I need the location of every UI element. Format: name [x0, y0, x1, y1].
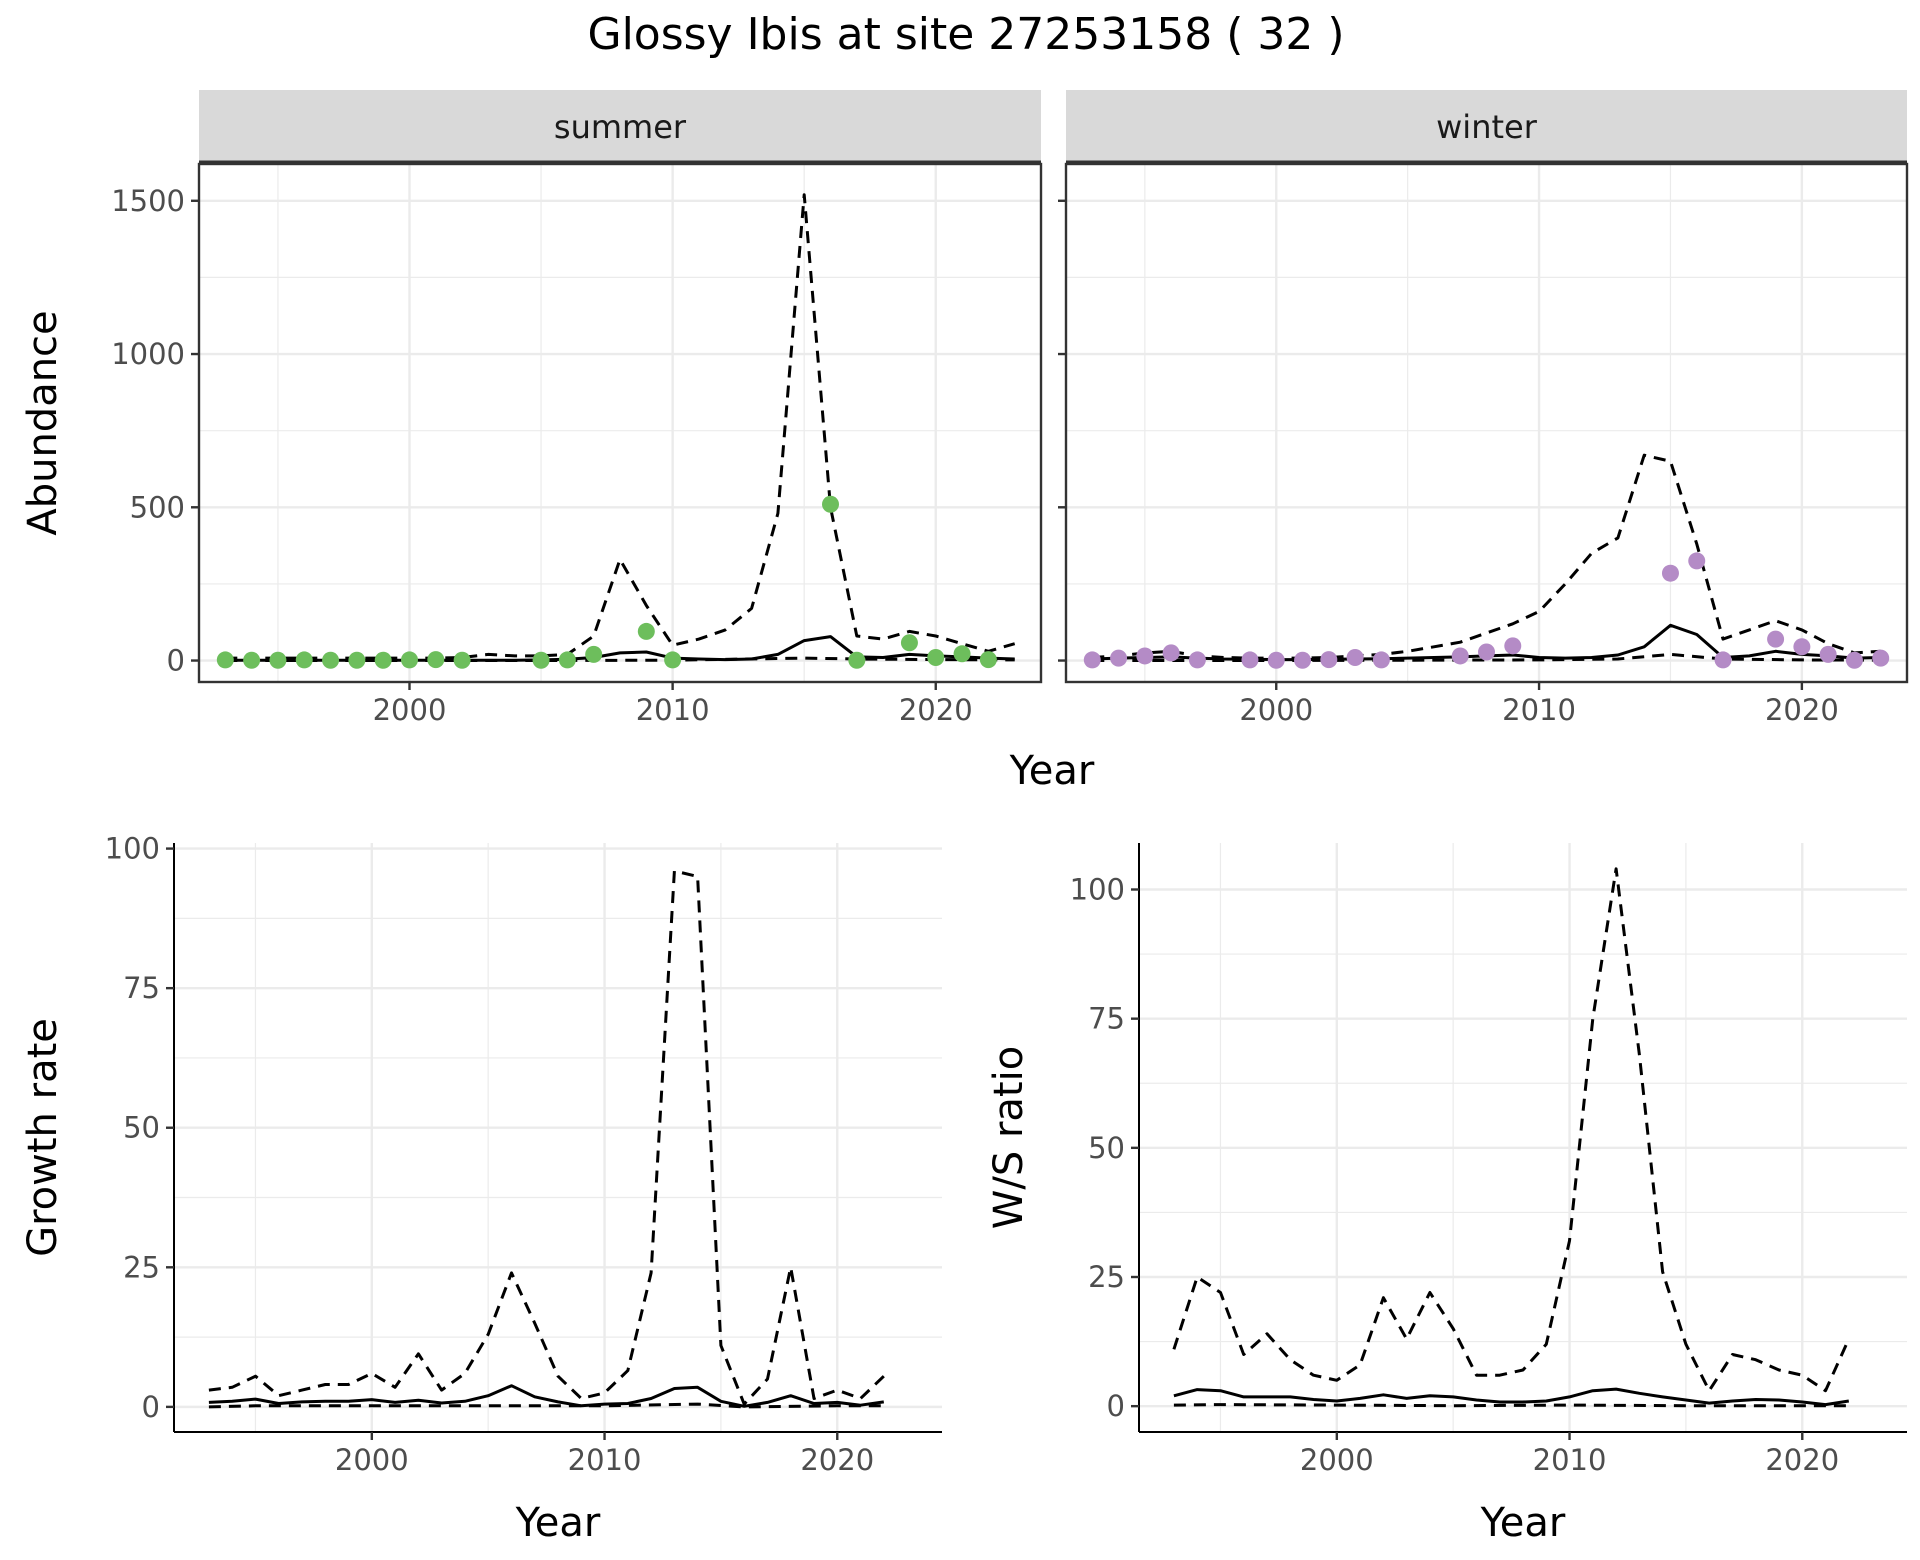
interval-line: [1092, 453, 1881, 660]
observed-point: [1872, 649, 1890, 667]
observed-point: [848, 651, 866, 669]
observed-point: [1661, 564, 1679, 582]
estimate-line: [225, 635, 1015, 662]
y-tick-label: 75: [1088, 1002, 1125, 1036]
observed-point: [1110, 649, 1128, 667]
x-tick-label: 2020: [899, 693, 973, 727]
interval-line: [1172, 867, 1851, 1393]
panel-growth-rate: 0 25 50 75 100 2000 2010 2020 Growth rate Year: [20, 832, 942, 1546]
y-tick-label: 100: [105, 832, 160, 866]
observed-point: [1346, 648, 1364, 666]
observed-point: [374, 651, 392, 669]
y-tick-label: 75: [123, 971, 160, 1005]
observed-point: [558, 651, 576, 669]
observed-point: [1267, 651, 1285, 669]
observed-point: [1241, 651, 1259, 669]
y-tick-label: 0: [167, 644, 185, 678]
observed-point: [1320, 651, 1338, 669]
chart-title: Glossy Ibis at site 27253158 ( 32 ): [587, 9, 1344, 60]
x-axis-title: Year: [515, 1500, 601, 1546]
panel-ws-ratio: 0 25 50 75 100 2000 2010 2020 W/S ratio Year: [986, 843, 1907, 1546]
x-tick-label: 2020: [800, 1443, 874, 1477]
x-axis-title: Year: [1480, 1500, 1566, 1546]
x-tick-label: 2010: [568, 1443, 642, 1477]
panel-winter-abundance: winter 2000 2010 2020: [1058, 90, 1909, 727]
y-tick-label: 100: [1070, 873, 1125, 907]
x-tick-label: 2010: [1533, 1443, 1607, 1477]
x-tick-label: 2000: [1239, 693, 1313, 727]
interval-line: [1092, 652, 1881, 662]
y-axis-title: W/S ratio: [986, 1046, 1032, 1229]
observed-point: [1819, 645, 1837, 663]
observed-point: [1688, 552, 1706, 570]
panel-border: [197, 162, 1043, 684]
y-tick-label: 50: [123, 1111, 160, 1145]
y-tick-label: 25: [123, 1250, 160, 1284]
estimate-line: [1173, 1387, 1850, 1407]
observed-point: [927, 648, 945, 666]
y-tick-label: 1000: [111, 337, 185, 371]
panel-summer-abundance: summer 0 500 1000 1500 2000 2010 2020 Abundance: [20, 90, 1043, 727]
observed-point: [1372, 651, 1390, 669]
interval-line: [225, 193, 1016, 660]
observed-point: [453, 651, 471, 669]
y-tick-label: 0: [1107, 1389, 1125, 1423]
interval-line: [208, 1402, 884, 1409]
observed-point: [1767, 630, 1785, 648]
y-axis-title: Growth rate: [20, 1018, 66, 1257]
observed-point: [532, 651, 550, 669]
observed-point: [1451, 647, 1469, 665]
x-tick-label: 2000: [1300, 1443, 1374, 1477]
observed-point: [900, 634, 918, 652]
observed-point: [1136, 647, 1154, 665]
observed-point: [243, 651, 261, 669]
observed-point: [427, 651, 445, 669]
x-tick-label: 2020: [1765, 1443, 1839, 1477]
facet-label: winter: [1436, 108, 1538, 146]
x-tick-label: 2000: [335, 1443, 409, 1477]
y-tick-label: 25: [1088, 1260, 1125, 1294]
facet-strip: [1066, 90, 1907, 162]
x-tick-label: 2010: [636, 693, 710, 727]
panel-border: [1064, 162, 1909, 684]
observed-point: [979, 651, 997, 669]
facet-strip: [199, 90, 1041, 162]
observed-point: [1083, 651, 1101, 669]
observed-point: [216, 651, 234, 669]
x-tick-label: 2000: [373, 693, 447, 727]
observed-point: [295, 651, 313, 669]
observed-point: [322, 651, 340, 669]
abundance-x-axis-title: Year: [1009, 748, 1095, 794]
observed-point: [348, 651, 366, 669]
facet-label: summer: [554, 108, 687, 146]
interval-line: [1173, 1403, 1849, 1408]
observed-point: [1793, 638, 1811, 656]
interval-line: [208, 869, 885, 1406]
observed-point: [585, 645, 603, 663]
observed-point: [1845, 651, 1863, 669]
observed-point: [822, 495, 839, 513]
y-tick-label: 0: [142, 1390, 160, 1424]
observed-point: [401, 651, 418, 669]
observed-point: [1714, 651, 1732, 669]
y-tick-label: 500: [130, 490, 185, 524]
estimate-line: [208, 1384, 885, 1408]
y-axis-title: Abundance: [20, 310, 66, 535]
y-tick-label: 50: [1088, 1131, 1125, 1165]
observed-point: [1294, 651, 1312, 669]
observed-point: [664, 651, 682, 669]
x-tick-label: 2010: [1502, 693, 1576, 727]
observed-point: [269, 651, 287, 669]
observed-point: [637, 622, 655, 640]
observed-point: [953, 645, 971, 663]
observed-point: [1504, 637, 1522, 655]
observed-point: [1478, 643, 1495, 661]
observed-point: [1188, 651, 1206, 669]
y-tick-label: 1500: [111, 184, 185, 218]
observed-point: [1162, 644, 1180, 662]
x-tick-label: 2020: [1765, 693, 1839, 727]
